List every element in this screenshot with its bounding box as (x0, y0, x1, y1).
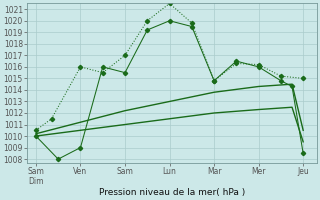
X-axis label: Pression niveau de la mer( hPa ): Pression niveau de la mer( hPa ) (99, 188, 245, 197)
